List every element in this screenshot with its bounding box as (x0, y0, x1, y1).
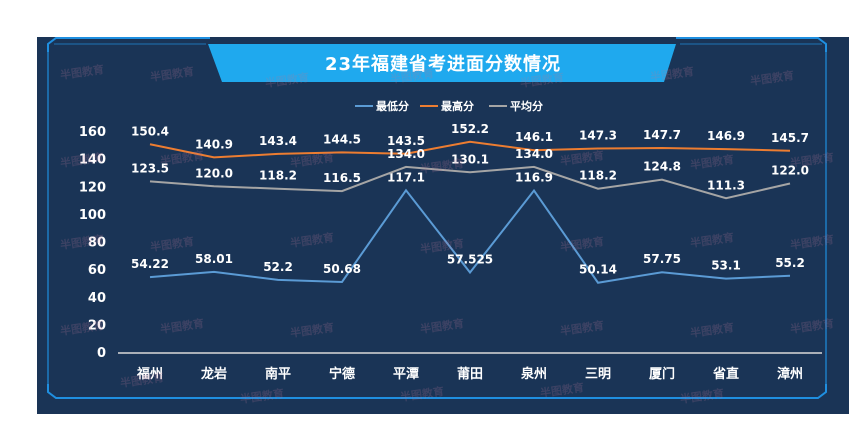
data-label: 152.2 (451, 122, 489, 136)
data-label: 52.2 (263, 260, 293, 274)
data-label: 124.8 (643, 160, 681, 174)
data-label: 143.4 (259, 134, 297, 148)
data-label: 50.14 (579, 263, 617, 277)
y-tick-label: 20 (88, 318, 106, 333)
x-tick-label: 厦门 (649, 366, 675, 382)
data-label: 57.525 (447, 253, 493, 267)
data-label: 53.1 (711, 259, 741, 273)
data-label: 117.1 (387, 170, 425, 184)
chart-title: 23年福建省考进面分数情况 (324, 54, 562, 75)
y-tick-label: 0 (97, 346, 106, 361)
data-label: 120.0 (195, 166, 233, 180)
x-tick-label: 三明 (585, 367, 611, 382)
legend-label: 最低分 (376, 99, 409, 113)
x-tick-label: 漳州 (777, 366, 803, 382)
legend-label: 平均分 (510, 99, 543, 113)
data-label: 54.22 (131, 257, 169, 271)
data-label: 118.2 (579, 169, 617, 183)
y-tick-label: 120 (79, 180, 106, 195)
x-tick-label: 泉州 (521, 366, 547, 382)
data-label: 122.0 (771, 163, 809, 177)
data-label: 50.68 (323, 262, 361, 276)
data-label: 143.5 (387, 134, 425, 148)
data-label: 144.5 (323, 132, 361, 146)
x-tick-label: 龙岩 (201, 366, 227, 382)
data-label: 118.2 (259, 169, 297, 183)
data-label: 147.3 (579, 129, 617, 143)
y-tick-label: 40 (88, 291, 106, 306)
data-label: 116.9 (515, 171, 553, 185)
data-label: 146.9 (707, 129, 745, 143)
data-label: 134.0 (515, 147, 553, 161)
x-tick-label: 省直 (712, 366, 739, 382)
y-tick-label: 140 (79, 153, 106, 168)
y-tick-label: 100 (79, 208, 106, 223)
y-tick-label: 80 (88, 236, 106, 251)
data-label: 145.7 (771, 131, 809, 145)
x-tick-label: 福州 (136, 366, 163, 382)
data-label: 140.9 (195, 137, 233, 151)
data-label: 58.01 (195, 252, 233, 266)
x-tick-label: 宁德 (329, 366, 355, 382)
x-tick-label: 平潭 (393, 367, 419, 382)
data-label: 134.0 (387, 147, 425, 161)
data-label: 57.75 (643, 252, 681, 266)
data-label: 150.4 (131, 124, 169, 138)
data-label: 147.7 (643, 128, 681, 142)
data-label: 111.3 (707, 178, 745, 192)
x-tick-label: 南平 (265, 366, 291, 382)
chart-panel (37, 37, 849, 414)
data-label: 116.5 (323, 171, 361, 185)
data-label: 146.1 (515, 130, 553, 144)
y-tick-label: 160 (79, 125, 106, 140)
x-tick-label: 莆田 (457, 366, 483, 382)
data-label: 130.1 (451, 152, 489, 166)
data-label: 123.5 (131, 161, 169, 175)
legend-label: 最高分 (441, 99, 474, 113)
y-tick-label: 60 (88, 263, 106, 278)
data-label: 55.2 (775, 256, 805, 270)
